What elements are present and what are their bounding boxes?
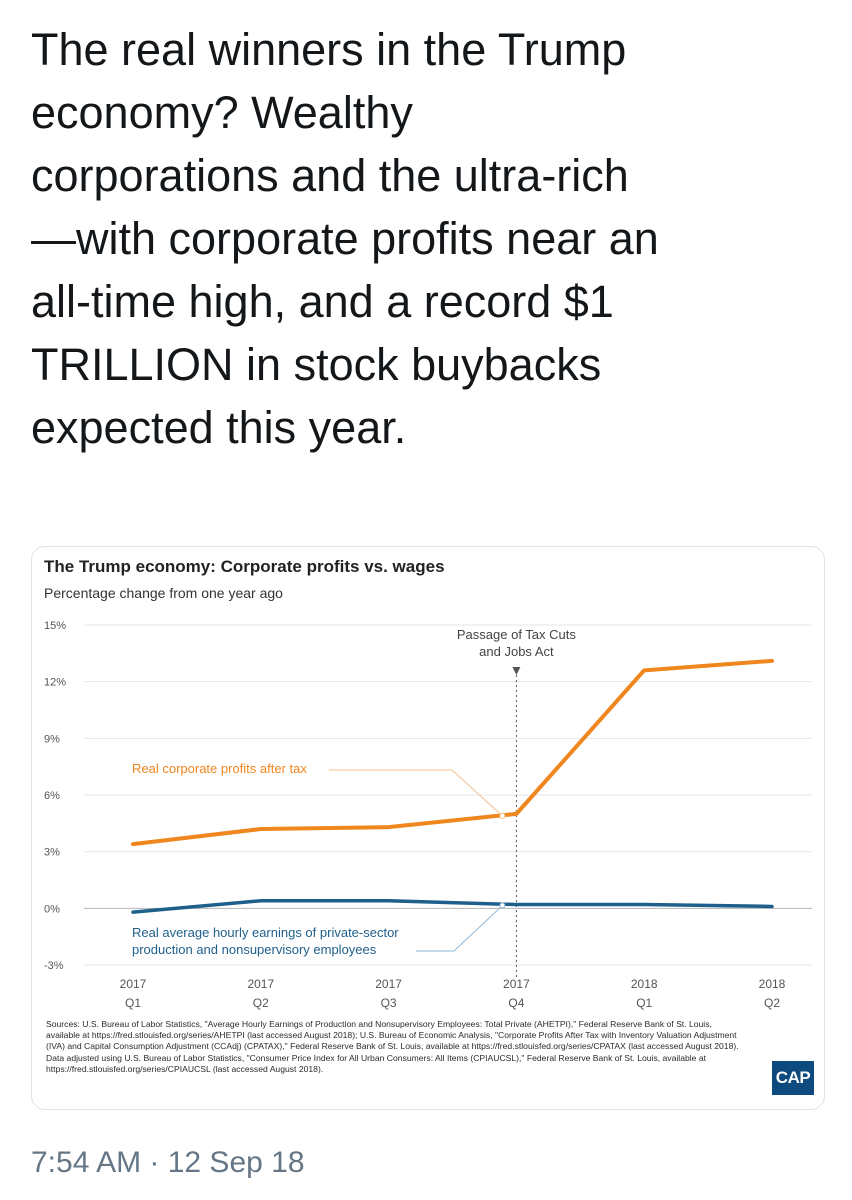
chart-card[interactable]: The Trump economy: Corporate profits vs.… <box>31 546 825 1110</box>
y-tick-label: 6% <box>44 790 60 802</box>
chart-title: The Trump economy: Corporate profits vs.… <box>44 557 445 576</box>
y-tick-label: 9% <box>44 733 60 745</box>
sources-note: Sources: U.S. Bureau of Labor Statistics… <box>46 1019 739 1074</box>
x-tick-year: 2017 <box>120 977 147 991</box>
series-line-wages <box>131 899 774 914</box>
x-tick-quarter: Q1 <box>636 996 652 1010</box>
annotation-arrow <box>512 667 521 675</box>
chart-subtitle: Percentage change from one year ago <box>44 585 283 601</box>
y-tick-label: 15% <box>44 620 66 632</box>
y-tick-label: 0% <box>44 903 60 915</box>
leader-dot <box>499 812 506 819</box>
x-tick-year: 2018 <box>631 977 658 991</box>
tweet-timestamp[interactable]: 7:54 AM · 12 Sep 18 <box>31 1146 305 1179</box>
x-tick-year: 2017 <box>503 977 530 991</box>
x-tick-quarter: Q1 <box>125 996 141 1010</box>
x-tick-quarter: Q2 <box>253 996 269 1010</box>
x-tick-quarter: Q3 <box>381 996 397 1010</box>
x-tick-quarter: Q4 <box>508 996 524 1010</box>
series-label-profits: Real corporate profits after tax <box>132 761 307 776</box>
leader-dot <box>499 902 506 909</box>
annotation-label: Passage of Tax Cuts <box>457 627 576 642</box>
x-tick-year: 2017 <box>247 977 274 991</box>
cap-logo: CAP <box>772 1061 814 1095</box>
series-label-wages: Real average hourly earnings of private-… <box>132 925 399 940</box>
x-tick-year: 2018 <box>759 977 786 991</box>
series-label-leader <box>329 769 503 817</box>
tweet-text: The real winners in the Trump economy? W… <box>31 24 659 453</box>
x-tick-quarter: Q2 <box>764 996 780 1010</box>
annotation-label: and Jobs Act <box>479 644 554 659</box>
chart: The Trump economy: Corporate profits vs.… <box>44 557 812 1010</box>
y-tick-label: 12% <box>44 677 66 689</box>
y-tick-label: -3% <box>44 960 64 972</box>
series-label-leader <box>416 905 503 952</box>
x-tick-year: 2017 <box>375 977 402 991</box>
y-tick-label: 3% <box>44 847 60 859</box>
series-line-profits <box>131 658 774 847</box>
series-label-wages: production and nonsupervisory employees <box>132 942 377 957</box>
